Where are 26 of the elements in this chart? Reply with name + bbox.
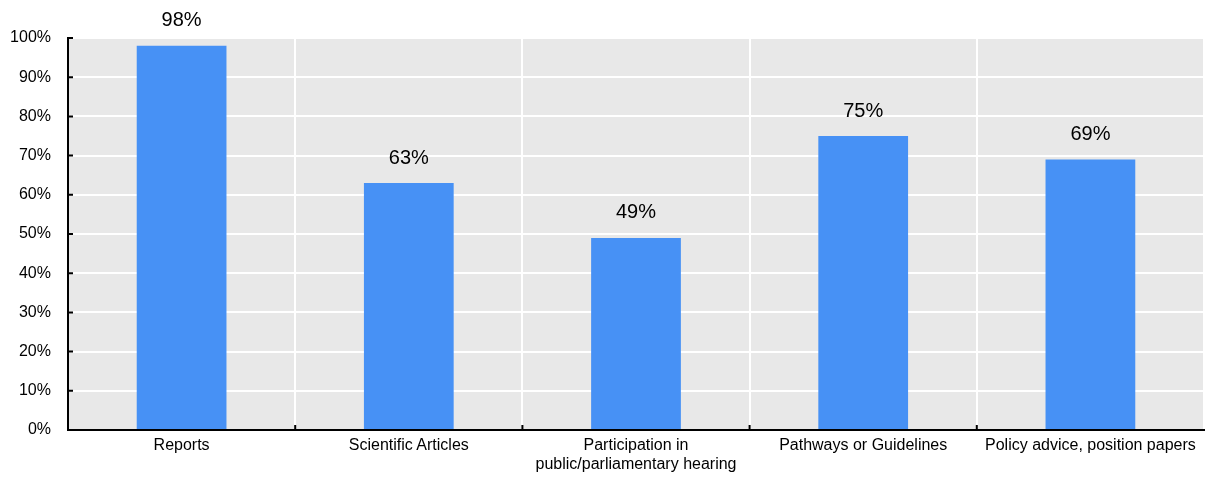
data-label: 98%: [161, 8, 202, 31]
y-tick-label: 40%: [18, 263, 51, 281]
bar: [818, 136, 909, 429]
y-tick-label: 70%: [18, 146, 51, 164]
y-tick-label: 80%: [18, 106, 51, 124]
bar: [591, 237, 681, 429]
bar: [1045, 159, 1136, 429]
y-tick-label: 90%: [18, 67, 51, 85]
data-label: 49%: [615, 200, 657, 223]
bar: [363, 183, 454, 429]
y-tick-label: 30%: [18, 302, 51, 320]
data-label: 69%: [1070, 122, 1111, 145]
x-tick-label: Pathways or Guidelines: [779, 436, 948, 454]
y-tick-label: 20%: [18, 342, 51, 360]
y-tick-label: 10%: [18, 381, 51, 399]
data-label: 75%: [843, 98, 884, 121]
x-tick-label: Participation in public/parliamentary hearing: [535, 436, 737, 473]
y-tick-label: 50%: [18, 224, 51, 242]
bar: [136, 45, 227, 429]
x-tick-label: Scientific Articles: [348, 436, 469, 454]
y-tick-label: 0%: [27, 420, 51, 438]
data-label: 63%: [388, 145, 430, 168]
y-tick-label: 100%: [10, 28, 51, 46]
x-tick-label: Policy advice, position papers: [985, 436, 1196, 454]
x-tick-label: Reports: [153, 436, 210, 454]
y-tick-label: 60%: [18, 185, 51, 203]
